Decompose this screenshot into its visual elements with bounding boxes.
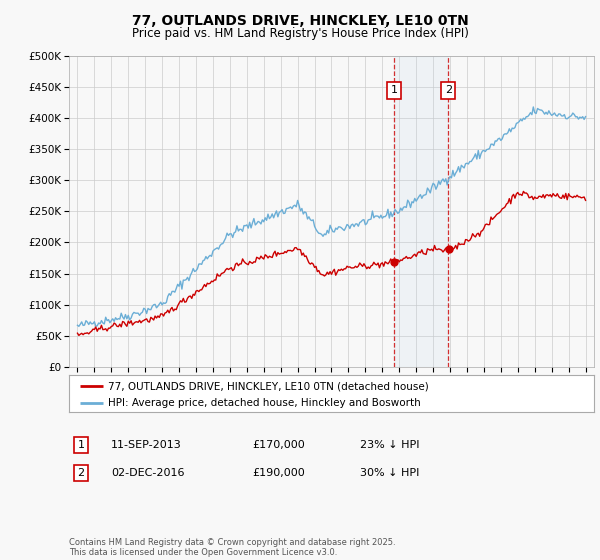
Bar — [394, 56, 448, 367]
Text: 2: 2 — [445, 85, 452, 95]
Text: Price paid vs. HM Land Registry's House Price Index (HPI): Price paid vs. HM Land Registry's House … — [131, 27, 469, 40]
Text: £190,000: £190,000 — [252, 468, 305, 478]
Text: 1: 1 — [77, 440, 85, 450]
Text: Contains HM Land Registry data © Crown copyright and database right 2025.
This d: Contains HM Land Registry data © Crown c… — [69, 538, 395, 557]
Text: 02-DEC-2016: 02-DEC-2016 — [111, 468, 185, 478]
Text: 77, OUTLANDS DRIVE, HINCKLEY, LE10 0TN (detached house): 77, OUTLANDS DRIVE, HINCKLEY, LE10 0TN (… — [109, 381, 429, 391]
Text: 1: 1 — [391, 85, 398, 95]
Text: HPI: Average price, detached house, Hinckley and Bosworth: HPI: Average price, detached house, Hinc… — [109, 398, 421, 408]
Text: 77, OUTLANDS DRIVE, HINCKLEY, LE10 0TN: 77, OUTLANDS DRIVE, HINCKLEY, LE10 0TN — [131, 14, 469, 28]
Text: 30% ↓ HPI: 30% ↓ HPI — [360, 468, 419, 478]
Text: 23% ↓ HPI: 23% ↓ HPI — [360, 440, 419, 450]
Text: 11-SEP-2013: 11-SEP-2013 — [111, 440, 182, 450]
Text: 2: 2 — [77, 468, 85, 478]
Text: £170,000: £170,000 — [252, 440, 305, 450]
